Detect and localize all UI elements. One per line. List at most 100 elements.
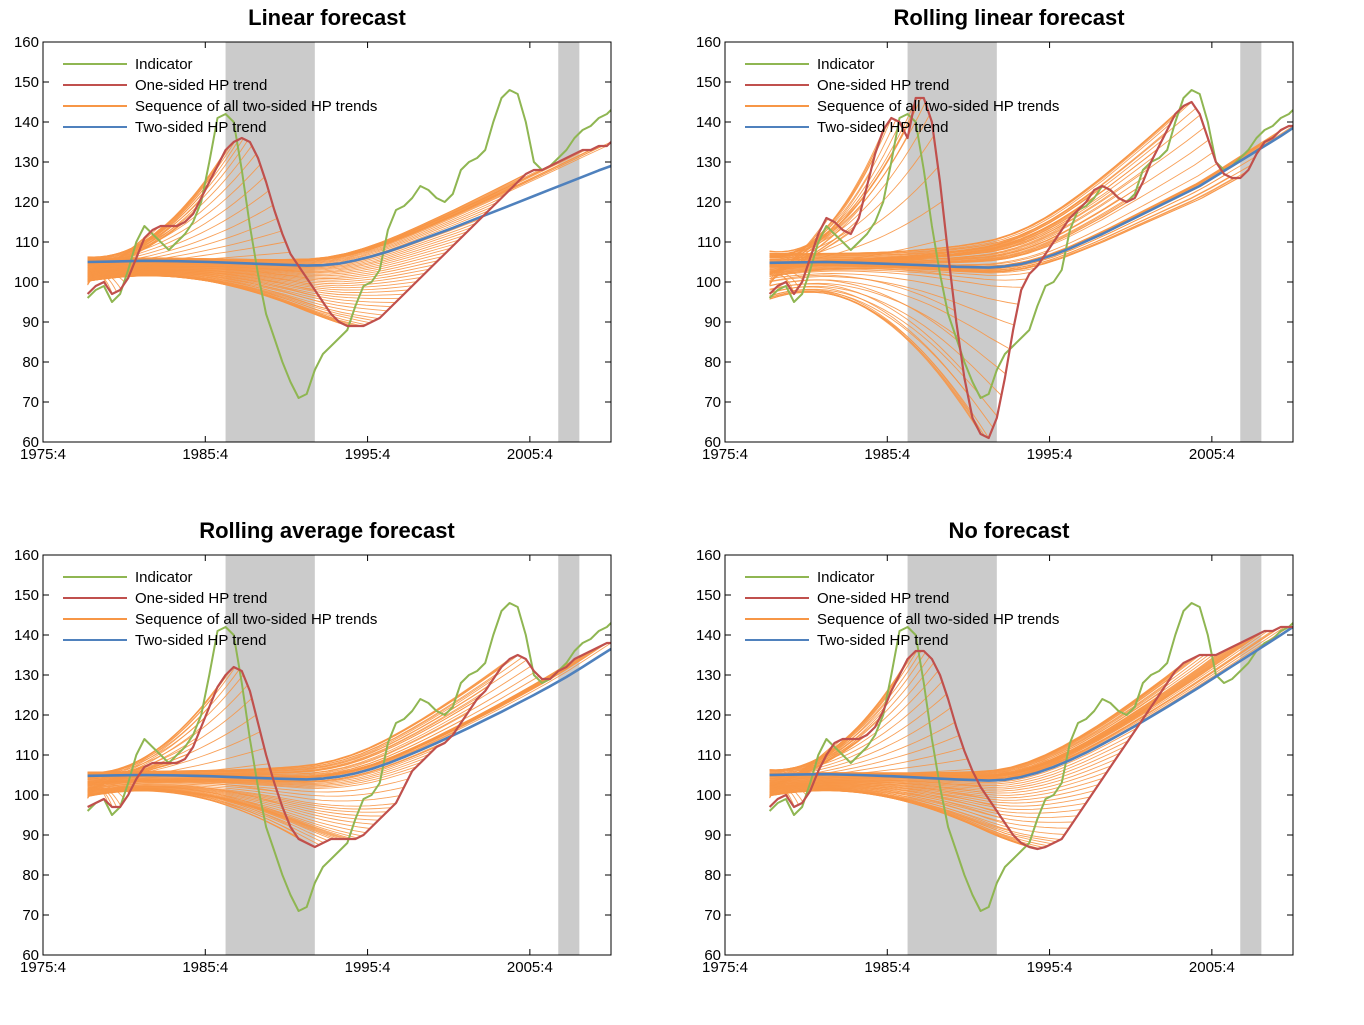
two-sided-trend-line [87,274,383,316]
y-tick-label: 60 [704,947,721,964]
y-tick-label: 120 [14,194,39,211]
recession-band [558,42,580,442]
chart-panel-3: Rolling average forecast 60 70 80 90 100 110 12… [0,513,682,1025]
one-sided-hp-trend-line [86,136,611,328]
two-sided-trend-line [769,165,1150,262]
two-sided-trend-line [769,270,1023,288]
y-tick-label: 70 [22,394,39,411]
y-tick-label: 160 [14,547,39,564]
legend-label: Sequence of all two-sided HP trends [817,611,1059,628]
legend-label: One-sided HP trend [135,590,267,607]
y-tick-label: 120 [696,707,721,724]
y-tick-label: 160 [14,34,39,51]
two-sided-trend-line [87,154,574,261]
one-sided-hp-trend-line [87,641,611,849]
two-sided-trend-line [769,777,1103,799]
indicator-line [86,602,611,912]
two-sided-trend-line [87,788,366,834]
two-sided-trend-line [87,138,244,258]
two-sided-trend-line [769,269,1027,281]
two-sided-trend-line [87,145,607,262]
two-sided-trend-line [87,273,388,312]
legend-label: Indicator [817,56,875,73]
two-sided-trend-line [87,270,413,291]
two-sided-trend-line [87,784,400,802]
x-tick-label: 1995:4 [345,446,391,463]
legend-label: Indicator [817,569,875,586]
x-tick-label: 1995:4 [1027,959,1073,976]
chart-panel-2: Rolling linear forecast 60 70 80 90 100 110 120… [682,0,1364,512]
two-sided-trend-line [769,652,926,771]
two-sided-trend-line [87,669,231,774]
two-sided-trend-line [87,674,244,774]
two-sided-trend-line [769,784,1095,804]
legend-label: Indicator [135,569,193,586]
legend-label: One-sided HP trend [135,77,267,94]
two-sided-trend-line [769,734,1133,785]
x-tick-label: 1985:4 [864,959,910,976]
two-sided-trend-line [87,243,455,274]
recession-band [1240,555,1262,955]
y-tick-label: 60 [704,434,721,451]
y-tick-label: 80 [704,867,721,884]
one-sided-hp-trend-line [768,625,1293,851]
y-tick-label: 140 [696,114,721,131]
y-tick-label: 80 [704,354,721,371]
two-sided-trend-line [769,787,1074,823]
two-sided-trend-line [87,272,400,300]
legend-label: Sequence of all two-sided HP trends [135,611,377,628]
two-sided-trend-line [769,628,1277,780]
two-sided-trend-line [769,693,947,776]
two-sided-trend-line [87,145,599,261]
two-sided-trend-line [769,787,1078,819]
y-tick-label: 100 [696,274,721,291]
two-sided-trend-line [87,158,565,261]
chart-title: Rolling linear forecast [893,5,1125,30]
x-tick-label: 1995:4 [1027,446,1073,463]
y-tick-label: 90 [704,827,721,844]
two-sided-trend-line [87,140,248,258]
y-tick-label: 100 [14,274,39,291]
chart-svg: Rolling average forecast 60 70 80 90 100 110 12… [14,518,612,976]
two-sided-trend-line [87,667,565,778]
legend-label: Two-sided HP trend [135,119,266,136]
two-sided-trend-line [87,256,443,278]
legend-label: Two-sided HP trend [817,119,948,136]
x-tick-label: 1985:4 [864,446,910,463]
y-tick-label: 130 [696,667,721,684]
legend: Indicator One-sided HP trend Sequence of a… [63,56,377,136]
two-sided-trend-line [769,276,1015,326]
two-sided-trend-line [87,227,472,270]
two-sided-trend-line [87,145,603,261]
two-sided-trend-line [769,102,926,253]
chart-svg: No forecast 60 70 80 90 100 110 120 130 140 150 160… [696,518,1294,976]
two-sided-hp-trend-line [87,647,611,781]
two-sided-trend-line [87,197,502,265]
two-sided-trend-line [769,291,990,439]
y-tick-label: 60 [22,434,39,451]
two-sided-trend-line [769,156,1256,270]
two-sided-trend-line [769,97,922,253]
y-tick-label: 160 [696,34,721,51]
two-sided-trend-line [769,752,1120,790]
y-tick-label: 150 [696,587,721,604]
legend-label: One-sided HP trend [817,590,949,607]
indicator-line [768,602,1293,912]
y-tick-label: 140 [14,114,39,131]
plot-area [768,42,1293,442]
two-sided-trend-line [87,147,595,261]
recession-band [907,555,997,955]
two-sided-trend-line [769,771,1108,796]
x-tick-label: 1985:4 [182,959,228,976]
two-sided-trend-line [87,665,531,775]
two-sided-trend-line [87,659,527,774]
two-sided-trend-line [87,667,236,774]
x-tick-label: 1975:4 [702,446,748,463]
two-sided-trend-line [769,662,935,772]
two-sided-hp-trend-line [769,126,1293,269]
two-sided-trend-line [769,789,1061,841]
two-sided-trend-line [769,107,1197,256]
two-sided-trend-line [769,759,1116,792]
y-tick-label: 90 [22,314,39,331]
x-tick-label: 1975:4 [702,959,748,976]
